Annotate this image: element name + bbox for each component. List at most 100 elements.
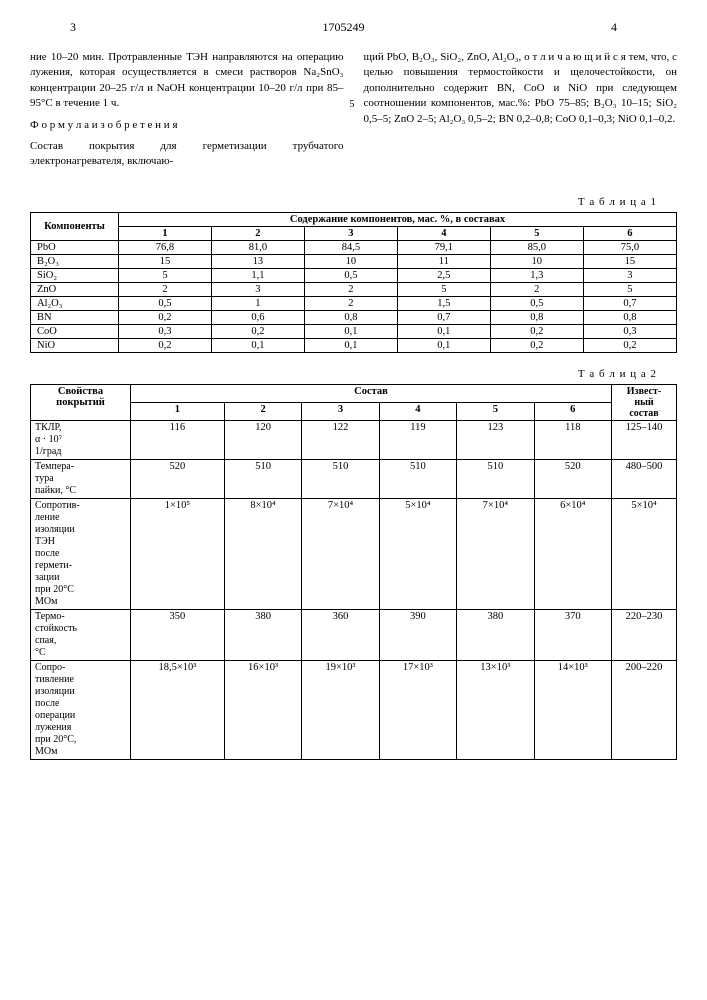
property-value: 8×10⁴: [224, 498, 301, 609]
property-value: 220–230: [612, 609, 677, 660]
property-value: 510: [379, 459, 456, 498]
component-value: 1,1: [211, 268, 304, 282]
component-value: 3: [583, 268, 676, 282]
component-value: 2,5: [397, 268, 490, 282]
table-row: B₂O₃151310111015: [31, 254, 677, 268]
table2-hdr-known: Извест- ный состав: [612, 384, 677, 420]
table2-col-2: 2: [224, 402, 301, 420]
table-row: CoO0,30,20,10,10,20,3: [31, 324, 677, 338]
component-value: 75,0: [583, 240, 676, 254]
component-name: PbO: [31, 240, 119, 254]
component-name: ZnO: [31, 282, 119, 296]
component-name: Al₂O₃: [31, 296, 119, 310]
property-value: 380: [224, 609, 301, 660]
table1-hdr-content: Содержание компонентов, мас. %, в состав…: [119, 212, 677, 226]
component-value: 0,1: [211, 338, 304, 352]
page-number-left: 3: [70, 20, 76, 35]
table1-hdr-components: Компоненты: [31, 212, 119, 240]
component-value: 0,8: [490, 310, 583, 324]
text-column-left: ние 10–20 мин. Протравленные ТЭН направл…: [30, 50, 344, 176]
component-value: 0,2: [490, 338, 583, 352]
component-name: CoO: [31, 324, 119, 338]
property-value: 119: [379, 420, 456, 459]
table-row: ТКЛР, α · 10⁷ 1/град11612012211912311812…: [31, 420, 677, 459]
component-value: 13: [211, 254, 304, 268]
property-value: 360: [302, 609, 379, 660]
component-name: BN: [31, 310, 119, 324]
table-row: BN0,20,60,80,70,80,8: [31, 310, 677, 324]
property-value: 390: [379, 609, 456, 660]
col1-formula-heading: Ф о р м у л а и з о б р е т е н и я: [30, 118, 344, 133]
property-value: 510: [224, 459, 301, 498]
property-value: 17×10³: [379, 660, 456, 759]
property-value: 520: [534, 459, 611, 498]
col2-para1: щий PbO, B₂O₃, SiO₂, ZnO, Al₂O₃, о т л и…: [364, 50, 678, 127]
table-row: Al₂O₃0,5121,50,50,7: [31, 296, 677, 310]
component-value: 5: [119, 268, 212, 282]
property-value: 118: [534, 420, 611, 459]
component-name: NiO: [31, 338, 119, 352]
component-value: 0,5: [490, 296, 583, 310]
property-name: Термо- стойкость спая, °С: [31, 609, 131, 660]
table1-label: Т а б л и ц а 1: [30, 196, 657, 208]
property-value: 510: [302, 459, 379, 498]
table2-label: Т а б л и ц а 2: [30, 368, 657, 380]
property-value: 5×10⁴: [379, 498, 456, 609]
property-value: 510: [457, 459, 534, 498]
component-value: 2: [304, 296, 397, 310]
component-value: 0,1: [304, 338, 397, 352]
component-value: 2: [304, 282, 397, 296]
table2-hdr-props: Свойства покрытий: [31, 384, 131, 420]
component-value: 3: [211, 282, 304, 296]
component-value: 0,1: [304, 324, 397, 338]
property-value: 13×10³: [457, 660, 534, 759]
table1-col-4: 4: [397, 226, 490, 240]
component-value: 2: [490, 282, 583, 296]
property-name: ТКЛР, α · 10⁷ 1/град: [31, 420, 131, 459]
table2-col-4: 4: [379, 402, 456, 420]
table-row: NiO0,20,10,10,10,20,2: [31, 338, 677, 352]
table-row: Сопро- тивление изоляции после операции …: [31, 660, 677, 759]
table2-col-6: 6: [534, 402, 611, 420]
table2-col-3: 3: [302, 402, 379, 420]
component-name: B₂O₃: [31, 254, 119, 268]
table1-col-3: 3: [304, 226, 397, 240]
component-value: 10: [490, 254, 583, 268]
component-value: 0,2: [490, 324, 583, 338]
component-value: 0,7: [397, 310, 490, 324]
property-name: Сопротив- ление изоляции ТЭН после герме…: [31, 498, 131, 609]
property-value: 7×10⁴: [302, 498, 379, 609]
component-value: 0,1: [397, 324, 490, 338]
col1-para3: Состав покрытия для герметизации трубчат…: [30, 139, 344, 170]
table-row: Темпера- тура пайки, °С52051051051051052…: [31, 459, 677, 498]
property-value: 1×10⁵: [131, 498, 225, 609]
document-id: 1705249: [323, 20, 365, 35]
component-value: 1: [211, 296, 304, 310]
table2-properties: Свойства покрытий Состав Извест- ный сос…: [30, 384, 677, 760]
line-number-5: 5: [350, 98, 355, 112]
text-column-right: 5 щий PbO, B₂O₃, SiO₂, ZnO, Al₂O₃, о т л…: [364, 50, 678, 176]
property-value: 520: [131, 459, 225, 498]
property-value: 16×10³: [224, 660, 301, 759]
component-value: 0,2: [119, 338, 212, 352]
table1-col-6: 6: [583, 226, 676, 240]
property-value: 480–500: [612, 459, 677, 498]
component-value: 10: [304, 254, 397, 268]
component-value: 15: [119, 254, 212, 268]
component-value: 76,8: [119, 240, 212, 254]
table1-col-5: 5: [490, 226, 583, 240]
component-value: 0,3: [583, 324, 676, 338]
component-value: 11: [397, 254, 490, 268]
component-value: 1,3: [490, 268, 583, 282]
component-value: 0,8: [304, 310, 397, 324]
table1-composition: Компоненты Содержание компонентов, мас. …: [30, 212, 677, 353]
property-value: 370: [534, 609, 611, 660]
table-row: Термо- стойкость спая, °С350380360390380…: [31, 609, 677, 660]
property-value: 350: [131, 609, 225, 660]
property-value: 125–140: [612, 420, 677, 459]
table-row: PbO76,881,084,579,185,075,0: [31, 240, 677, 254]
property-value: 122: [302, 420, 379, 459]
component-value: 5: [583, 282, 676, 296]
table2-col-1: 1: [131, 402, 225, 420]
property-value: 380: [457, 609, 534, 660]
